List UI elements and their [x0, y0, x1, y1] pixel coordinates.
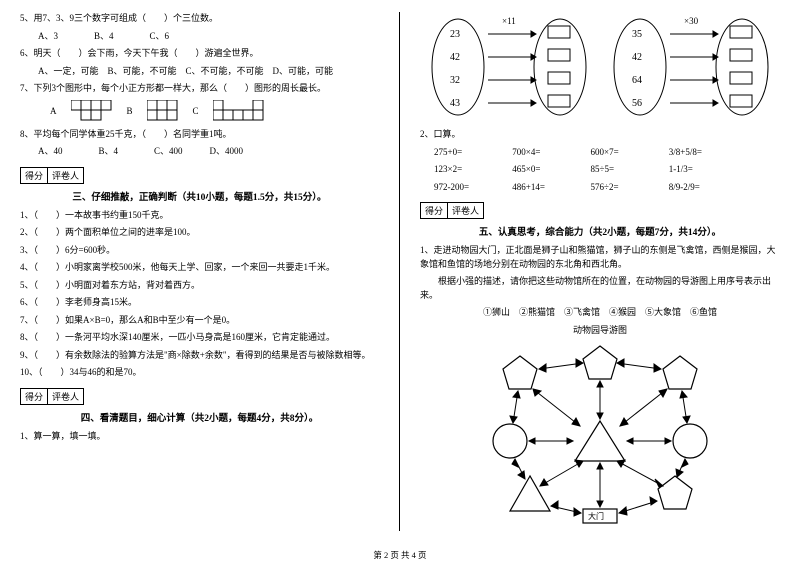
score-label: 得分 [21, 168, 48, 183]
oval-diagram: ×11 ×30 23 42 32 43 35 42 64 56 [420, 12, 780, 122]
legend: ①狮山 ②熊猫馆 ③飞禽馆 ④猴园 ⑤大象馆 ⑥鱼馆 [420, 306, 780, 320]
q5: 5、用7、3、9三个数字可组成（ ）个三位数。 [20, 12, 379, 26]
q8: 8、平均每个同学体重25千克，（ ）名同学重1吨。 [20, 128, 379, 142]
label-a: A [50, 106, 57, 116]
section-5-title: 五、认真思考，综合能力（共2小题，每题7分，共14分）。 [420, 224, 780, 238]
column-divider [399, 12, 400, 531]
q6: 6、明天（ ）会下雨，今天下午我（ ）游遍全世界。 [20, 47, 379, 61]
q8-opts: A、40 B、4 C、400 D、4000 [20, 145, 379, 159]
ov2-2: 64 [632, 75, 642, 86]
calc-row-1: 275+0= 700×4= 600×7= 3/8+5/8= [420, 146, 780, 160]
score-box-4: 得分 评卷人 [20, 388, 84, 405]
j6: 6、（ ）李老师身高15米。 [20, 296, 379, 310]
section-3-title: 三、仔细推敲，正确判断（共10小题，每题1.5分，共15分）。 [20, 189, 379, 203]
grader-label: 评卷人 [48, 168, 83, 183]
grader-label: 评卷人 [48, 389, 83, 404]
right-column: ×11 ×30 23 42 32 43 35 42 64 56 [420, 12, 780, 531]
calc1: 1、算一算，填一填。 [20, 430, 379, 444]
ov1-1: 42 [450, 52, 460, 63]
mult-label-30: ×30 [684, 16, 699, 26]
score-label: 得分 [21, 389, 48, 404]
j9: 9、（ ）有余数除法的验算方法是"商×除数+余数"，看得到的结果是否与被除数相等… [20, 349, 379, 363]
label-c: C [193, 106, 199, 116]
p1b: 根据小强的描述，请你把这些动物馆所在的位置，在动物园的导游图上用序号表示出来。 [420, 275, 780, 302]
grader-label: 评卷人 [448, 203, 483, 218]
calc-row-2: 123×2= 465×0= 85÷5= 1-1/3= [420, 163, 780, 177]
ov2-0: 35 [632, 29, 642, 40]
ov1-2: 32 [450, 75, 460, 86]
j5: 5、（ ）小明面对着东方站，背对着西方。 [20, 279, 379, 293]
zoo-map-diagram: 大门 [475, 341, 725, 531]
j1: 1、（ ）一本故事书约重150千克。 [20, 209, 379, 223]
section-4-title: 四、看清题目，细心计算（共2小题，每题4分，共8分）。 [20, 410, 379, 424]
score-label: 得分 [421, 203, 448, 218]
page-footer: 第 2 页 共 4 页 [0, 549, 800, 561]
left-column: 5、用7、3、9三个数字可组成（ ）个三位数。 A、3 B、4 C、6 6、明天… [20, 12, 379, 531]
q6-opts: A、一定，可能 B、可能，不可能 C、不可能，不可能 D、可能，可能 [20, 65, 379, 79]
shape-a-icon [71, 100, 113, 122]
ov2-1: 42 [632, 52, 642, 63]
p1a: 1、走进动物园大门，正北面是狮子山和熊猫馆，狮子山的东侧是飞禽馆，西侧是猴园，大… [420, 244, 780, 271]
j8: 8、（ ）一条河平均水深140厘米，一匹小马身高是160厘米，它肯定能通过。 [20, 331, 379, 345]
ov1-3: 43 [450, 98, 460, 109]
gate-label: 大门 [588, 511, 604, 521]
ov1-0: 23 [450, 29, 460, 40]
j10: 10、（ ）34与46的和是70。 [20, 366, 379, 380]
shape-b-icon [147, 100, 179, 122]
calc-row-3: 972-200= 486+14= 576÷2= 8/9-2/9= [420, 181, 780, 195]
q7: 7、下列3个图形中，每个小正方形都一样大，那么（ ）图形的周长最长。 [20, 82, 379, 96]
j3: 3、（ ）6分=600秒。 [20, 244, 379, 258]
label-b: B [127, 106, 133, 116]
shape-c-icon [213, 100, 265, 122]
j2: 2、（ ）两个面积单位之间的进率是100。 [20, 226, 379, 240]
map-title: 动物园导游图 [420, 324, 780, 338]
q5-opts: A、3 B、4 C、6 [20, 30, 379, 44]
shape-row: A B C [20, 100, 379, 122]
j7: 7、（ ）如果A×B=0，那么A和B中至少有一个是0。 [20, 314, 379, 328]
score-box-5: 得分 评卷人 [420, 202, 484, 219]
score-box-3: 得分 评卷人 [20, 167, 84, 184]
mult-label-11: ×11 [502, 16, 516, 26]
j4: 4、（ ）小明家离学校500米，他每天上学、回家，一个来回一共要走1千米。 [20, 261, 379, 275]
calc2-head: 2、口算。 [420, 128, 780, 142]
ov2-3: 56 [632, 98, 642, 109]
